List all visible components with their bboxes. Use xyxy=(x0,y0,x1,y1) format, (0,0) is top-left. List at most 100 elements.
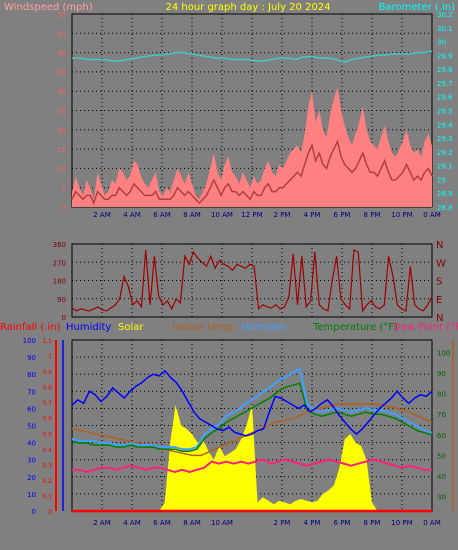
temp-tick-label: 60 xyxy=(437,432,446,440)
baro-tick-label: 29.8 xyxy=(437,66,453,74)
wind-gust-area xyxy=(72,87,432,207)
solar-area xyxy=(72,405,432,511)
humidity-tick-label: 30 xyxy=(27,457,36,465)
baro-tick-label: 29.4 xyxy=(437,121,453,129)
compass-label: S xyxy=(436,277,442,288)
baro-tick-label: 28.8 xyxy=(437,204,453,212)
rain-tick-label: 1.1 xyxy=(42,338,52,345)
x-tick-label: 8 PM xyxy=(364,211,381,219)
x-tick-label: 6 PM xyxy=(334,211,351,219)
wind-tick-label: 0 xyxy=(62,204,66,212)
humidity-line xyxy=(71,369,433,437)
humidity-tick-label: 0 xyxy=(32,508,36,516)
direction-tick-label: 90 xyxy=(57,296,66,304)
dew-point-line xyxy=(72,458,432,473)
direction-tick-label: 360 xyxy=(53,241,66,249)
humidity-tick-label: 10 xyxy=(27,491,36,499)
indoor-temp-line xyxy=(71,403,433,457)
wind-tick-label: 10 xyxy=(57,165,66,173)
humidity-tick-label: 40 xyxy=(27,440,36,448)
wind-tick-label: 15 xyxy=(57,146,66,154)
rain-tick-label: 0.3 xyxy=(42,462,52,469)
wind-tick-label: 5 xyxy=(62,185,66,193)
baro-tick-label: 28.9 xyxy=(437,190,453,198)
x-tick-label: 6 AM xyxy=(153,519,171,527)
temp-tick-label: 90 xyxy=(437,370,446,378)
rainfall-label: Rainfall (.in) xyxy=(0,322,61,333)
temp-tick-label: 40 xyxy=(437,473,446,481)
compass-label: E xyxy=(436,295,442,306)
solar-label: Solar xyxy=(118,322,144,333)
rain-tick-label: 0.1 xyxy=(42,493,52,500)
x-tick-label: 2 PM xyxy=(274,211,291,219)
indoor-temp-label: Indoor temp xyxy=(172,322,233,333)
rain-tick-label: 0.6 xyxy=(42,416,52,423)
baro-tick-label: 29.5 xyxy=(437,108,453,116)
wind-tick-label: 25 xyxy=(57,108,66,116)
x-tick-label: 6 AM xyxy=(153,211,171,219)
x-tick-label: 10 PM xyxy=(391,211,412,219)
wind-tick-label: 50 xyxy=(57,11,66,19)
direction-tick-label: 270 xyxy=(53,259,66,267)
x-tick-label: 6 PM xyxy=(334,519,351,527)
temp-tick-label: 30 xyxy=(437,494,446,502)
x-tick-label: 10 AM xyxy=(211,519,233,527)
wind-average-line xyxy=(71,139,433,206)
x-tick-label: 10 AM xyxy=(211,211,233,219)
baro-tick-label: 29.1 xyxy=(437,163,453,171)
wind-tick-label: 35 xyxy=(57,69,66,77)
rain-tick-label: 0.4 xyxy=(42,447,52,454)
wind-tick-label: 20 xyxy=(57,127,66,135)
baro-tick-label: 29 xyxy=(437,176,446,184)
x-tick-label: 2 AM xyxy=(93,519,111,527)
rain-tick-label: 0.9 xyxy=(42,369,52,376)
x-tick-label: 10 PM xyxy=(391,519,412,527)
temperature-line xyxy=(71,382,433,453)
barometer-line xyxy=(72,50,433,63)
humidity-tick-label: 70 xyxy=(27,388,36,396)
baro-tick-label: 30.2 xyxy=(437,11,453,19)
humidity-label: Humidity xyxy=(66,322,111,333)
wind-axis-title: Windspeed (mph) xyxy=(4,2,93,13)
x-tick-label: 4 AM xyxy=(123,519,141,527)
temp-tick-label: 50 xyxy=(437,452,446,460)
x-tick-label: 4 PM xyxy=(304,519,321,527)
humidity-tick-label: 50 xyxy=(27,423,36,431)
dew-point-label: Dew Point (°F) xyxy=(393,322,458,333)
x-tick-label: 4 AM xyxy=(123,211,141,219)
compass-label: W xyxy=(436,258,446,269)
wind-tick-label: 30 xyxy=(57,88,66,96)
baro-tick-label: 29.3 xyxy=(437,135,453,143)
temp-tick-label: 80 xyxy=(437,391,446,399)
humidity-tick-label: 60 xyxy=(27,405,36,413)
direction-tick-label: 0 xyxy=(62,314,66,322)
baro-tick-label: 29.9 xyxy=(437,52,453,60)
x-tick-label: 2 AM xyxy=(93,211,111,219)
compass-label: N xyxy=(436,313,443,324)
temp-tick-label: 100 xyxy=(437,349,450,357)
x-tick-label: 4 PM xyxy=(304,211,321,219)
rain-tick-label: 1 xyxy=(48,354,52,361)
baro-tick-label: 30.1 xyxy=(437,25,453,33)
rain-tick-label: 0.5 xyxy=(42,431,52,438)
wind-baro-panel: Windspeed (mph) 24 hour graph day : July … xyxy=(4,2,455,219)
rain-tick-label: 0 xyxy=(48,509,52,516)
humidity-tick-label: 20 xyxy=(27,474,36,482)
x-tick-label: 8 AM xyxy=(183,211,201,219)
wind-tick-label: 40 xyxy=(57,50,66,58)
direction-tick-label: 180 xyxy=(53,278,66,286)
baro-tick-label: 29.2 xyxy=(437,149,453,157)
x-tick-label: 8 AM xyxy=(183,519,201,527)
temperature-label: Temperature (°F) xyxy=(312,322,398,333)
humidity-tick-label: 100 xyxy=(23,337,36,345)
humidex-label: Humidex xyxy=(241,322,286,333)
baro-tick-label: 29.6 xyxy=(437,94,453,102)
chart-title: 24 hour graph day : July 20 2024 xyxy=(165,2,330,13)
rain-tick-label: 0.7 xyxy=(42,400,52,407)
humidity-tick-label: 90 xyxy=(27,354,36,362)
rain-tick-label: 0.2 xyxy=(42,478,52,485)
x-tick-label: 0 AM xyxy=(423,211,441,219)
x-tick-label: 0 AM xyxy=(423,519,441,527)
x-tick-label: 2 PM xyxy=(274,519,291,527)
